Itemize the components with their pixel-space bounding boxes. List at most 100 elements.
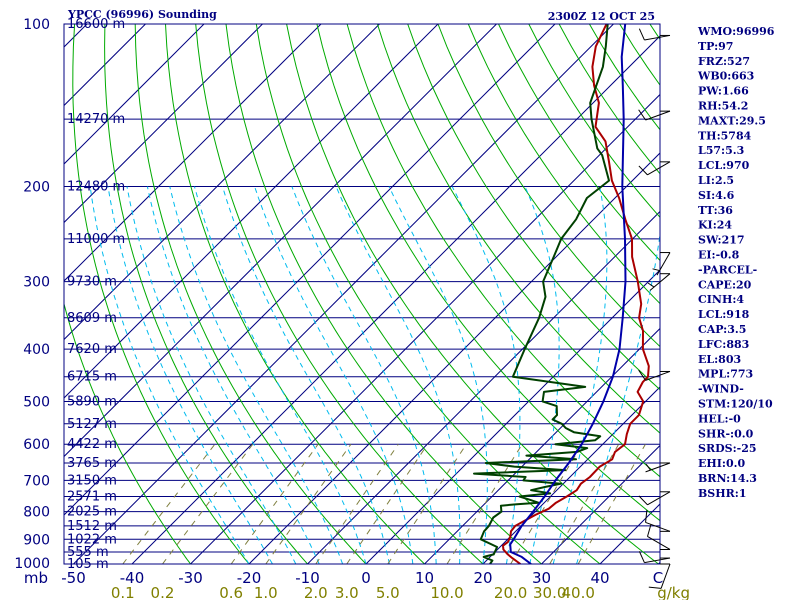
parcel-line xyxy=(509,24,627,564)
mixing-ratio-line xyxy=(230,443,319,564)
dry-adiabat-line xyxy=(407,24,660,391)
wind-barb-staff xyxy=(645,110,671,121)
pressure-tick-label: 1000 xyxy=(14,556,50,572)
index-value: HEL:-0 xyxy=(698,412,741,425)
height-label: 1512 m xyxy=(67,519,117,534)
mixing-ratio-label: 30.0 xyxy=(533,584,566,600)
height-label: 105 m xyxy=(67,557,109,572)
wind-barb-staff xyxy=(645,521,671,532)
moist-adiabat-line xyxy=(388,186,488,564)
wind-barb-flag xyxy=(647,282,655,288)
height-label: 14270 m xyxy=(67,112,125,127)
mixing-ratio-label: 0.6 xyxy=(219,584,243,600)
index-value: CINH:4 xyxy=(698,293,744,306)
wind-barb-staff xyxy=(647,161,671,176)
dry-adiabat-line xyxy=(467,24,660,305)
pressure-tick-label: 900 xyxy=(23,532,50,548)
wind-barb-flag xyxy=(652,268,660,272)
isotherm-line xyxy=(64,24,497,458)
height-label: 5127 m xyxy=(67,417,117,432)
height-label: 9730 m xyxy=(67,275,117,290)
index-value: LCL:970 xyxy=(698,159,750,172)
isotherm-line xyxy=(307,210,660,564)
dry-adiabat-line xyxy=(376,24,660,434)
index-value: CAP:3.5 xyxy=(698,323,746,336)
temperature-line xyxy=(502,24,650,564)
height-label: 11000 m xyxy=(67,232,125,247)
index-value: LFC:883 xyxy=(698,338,749,351)
moist-adiabat-line xyxy=(524,186,560,564)
temperature-tick-label: 20 xyxy=(473,569,492,587)
pressure-tick-label: 700 xyxy=(23,473,50,489)
height-label: 7620 m xyxy=(67,342,117,357)
mixing-ratio-line xyxy=(315,443,399,564)
wind-barb-flag xyxy=(645,510,648,523)
dry-adiabat-line xyxy=(498,24,660,262)
sounding-time: 2300Z 12 OCT 25 xyxy=(548,10,655,23)
pressure-tick-label: 800 xyxy=(23,505,50,521)
mixing-ratio-label: 0.2 xyxy=(151,584,175,600)
mixing-ratio-label: 3.0 xyxy=(335,584,359,600)
index-value: SRDS:-25 xyxy=(698,442,757,455)
index-value: TP:97 xyxy=(698,40,733,53)
temperature-tick-label: -40 xyxy=(120,569,145,587)
index-value: FRZ:527 xyxy=(698,55,750,68)
mixing-ratio-label: 5.0 xyxy=(376,584,400,600)
moist-adiabat-line xyxy=(451,186,521,564)
index-value: TT:36 xyxy=(698,204,733,217)
mixing-ratio-label: 10.0 xyxy=(430,584,463,600)
isotherm-line xyxy=(64,24,439,399)
wind-barb-flag xyxy=(647,524,652,537)
index-value: WMO:96996 xyxy=(697,25,775,38)
pressure-tick-label: 300 xyxy=(23,275,50,291)
dry-adiabat-line xyxy=(72,24,250,564)
mixing-ratio-line xyxy=(122,443,216,564)
wind-barb-flag xyxy=(638,369,646,381)
index-value: SW:217 xyxy=(698,234,745,247)
wind-barb-staff xyxy=(645,370,671,381)
station-title: YPCC (96996) Sounding xyxy=(67,8,217,21)
mixing-ratio-line xyxy=(265,443,352,564)
dry-adiabat-line xyxy=(255,24,601,564)
index-value: SHR-:0.0 xyxy=(698,427,754,440)
moist-adiabat-line xyxy=(254,186,414,564)
moist-adiabat-line xyxy=(107,186,273,564)
mixing-ratio-label: 20.0 xyxy=(494,584,527,600)
isotherm-line xyxy=(64,24,380,341)
isotherm-line xyxy=(482,386,660,564)
dry-adiabat-line xyxy=(195,24,484,564)
wind-barb-staff xyxy=(660,563,671,589)
dry-adiabat-line xyxy=(104,24,308,564)
isotherm-line xyxy=(131,35,660,564)
moist-adiabat-line xyxy=(194,186,367,564)
index-value: TH:5784 xyxy=(698,129,752,142)
moist-adiabat-line xyxy=(169,186,344,564)
isotherm-line xyxy=(73,24,614,564)
x-axis-unit: C xyxy=(653,569,663,587)
temperature-tick-label: -20 xyxy=(237,569,262,587)
isotherm-line xyxy=(64,24,322,282)
index-value: SI:4.6 xyxy=(698,189,735,202)
wind-barb-staff xyxy=(644,34,671,41)
index-value: -PARCEL- xyxy=(698,263,757,276)
index-value: EI:-0.8 xyxy=(698,249,740,262)
mixing-ratio-line xyxy=(162,443,254,564)
index-value: LI:2.5 xyxy=(698,174,734,187)
temperature-tick-label: -30 xyxy=(178,569,203,587)
pressure-tick-label: 400 xyxy=(23,342,50,358)
wind-barb-flag xyxy=(638,165,648,176)
height-label: 2025 m xyxy=(67,505,117,520)
isotherm-line xyxy=(248,152,660,564)
dry-adiabat-line xyxy=(316,24,660,522)
temperature-tick-label: -50 xyxy=(61,569,86,587)
index-value: EL:803 xyxy=(698,353,741,366)
plot-frame xyxy=(63,23,661,565)
temperature-tick-label: 40 xyxy=(590,569,609,587)
mixing-ratio-label: 0.1 xyxy=(111,584,135,600)
wind-barb-flag xyxy=(645,463,651,471)
moist-adiabat-line xyxy=(335,186,461,564)
height-label: 4422 m xyxy=(67,437,117,452)
index-value: -WIND- xyxy=(698,383,744,396)
index-value: LCL:918 xyxy=(698,308,750,321)
